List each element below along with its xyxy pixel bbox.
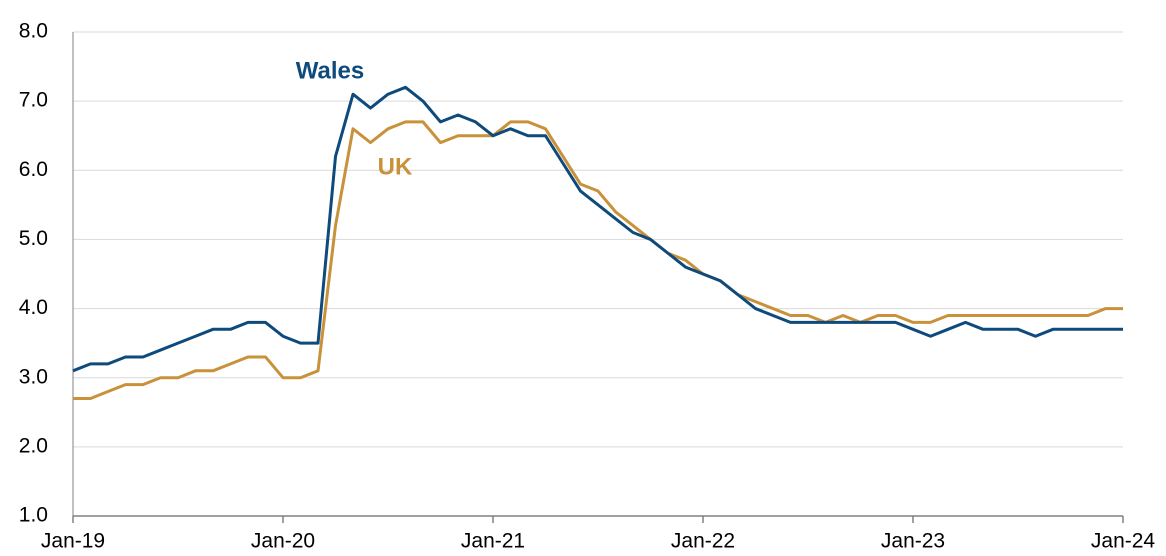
- x-tick-label: Jan-24: [1091, 530, 1156, 553]
- x-tick-label: Jan-23: [881, 530, 945, 553]
- y-tick-label: 7.0: [19, 89, 48, 112]
- y-tick-label: 5.0: [19, 227, 48, 250]
- y-tick-label: 3.0: [19, 365, 48, 388]
- y-tick-label: 8.0: [19, 20, 48, 43]
- series-label: UK: [378, 153, 413, 180]
- x-tick-label: Jan-19: [41, 530, 105, 553]
- x-tick-label: Jan-21: [461, 530, 525, 553]
- y-tick-label: 6.0: [19, 158, 48, 181]
- y-tick-label: 2.0: [19, 434, 48, 457]
- line-series: [72, 85, 1123, 373]
- x-tick-label: Jan-20: [251, 530, 315, 553]
- y-tick-label: 1.0: [19, 504, 48, 527]
- line-series: [73, 120, 1123, 400]
- y-tick-label: 4.0: [19, 296, 48, 319]
- x-tick-label: Jan-22: [671, 530, 735, 553]
- series-label: Wales: [296, 57, 364, 84]
